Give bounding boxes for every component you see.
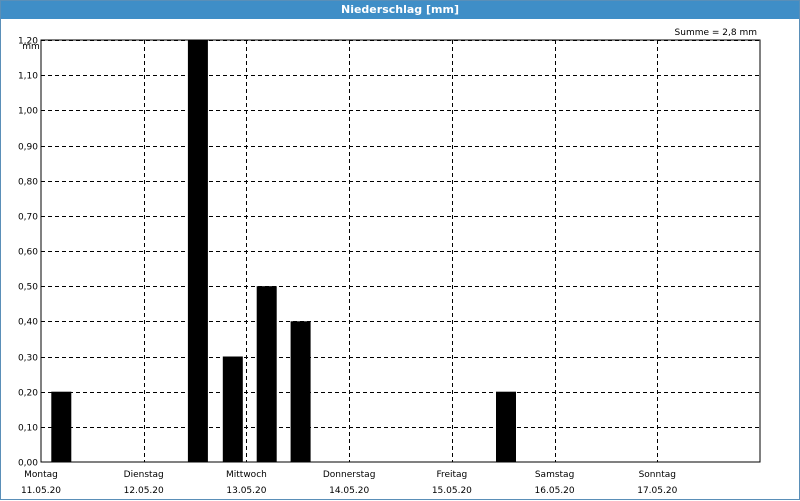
- x-tick-day-label: Mittwoch: [226, 470, 267, 480]
- x-tick-date-label: 11.05.20: [21, 486, 61, 496]
- precipitation-bar: [187, 40, 208, 462]
- y-tick-label: 1,10: [18, 72, 38, 82]
- x-tick-day-label: Samstag: [535, 470, 574, 480]
- precipitation-bar: [256, 286, 277, 462]
- y-axis-unit: mm: [22, 42, 40, 52]
- precipitation-bar: [496, 391, 516, 462]
- x-tick-day-label: Freitag: [436, 470, 467, 480]
- sum-annotation: Summe = 2,8 mm: [675, 28, 757, 38]
- y-tick-label: 0,00: [18, 459, 38, 469]
- y-tick-label: 0,20: [18, 389, 38, 399]
- y-tick-label: 0,50: [18, 283, 38, 293]
- chart-title: Niederschlag [mm]: [1, 1, 799, 19]
- y-tick-label: 0,70: [18, 213, 38, 223]
- y-tick-label: 1,20: [18, 37, 38, 47]
- precipitation-bar: [222, 356, 243, 462]
- x-tick-date-label: 17.05.20: [637, 486, 677, 496]
- x-tick-day-label: Montag: [24, 470, 58, 480]
- y-tick-label: 0,40: [18, 318, 38, 328]
- precipitation-bar: [290, 321, 311, 462]
- y-tick-label: 0,60: [18, 248, 38, 258]
- y-tick-label: 0,30: [18, 354, 38, 364]
- x-tick-date-label: 14.05.20: [329, 486, 369, 496]
- y-tick-label: 1,00: [18, 107, 38, 117]
- y-tick-label: 0,90: [18, 143, 38, 153]
- y-tick-label: 0,80: [18, 178, 38, 188]
- x-tick-day-label: Donnerstag: [323, 470, 376, 480]
- x-tick-day-label: Sonntag: [639, 470, 676, 480]
- x-tick-day-label: Dienstag: [124, 470, 164, 480]
- x-tick-date-label: 13.05.20: [226, 486, 266, 496]
- x-tick-date-label: 15.05.20: [432, 486, 472, 496]
- precipitation-bar: [51, 391, 72, 462]
- x-tick-date-label: 12.05.20: [124, 486, 164, 496]
- y-tick-label: 0,10: [18, 424, 38, 434]
- x-tick-date-label: 16.05.20: [535, 486, 575, 496]
